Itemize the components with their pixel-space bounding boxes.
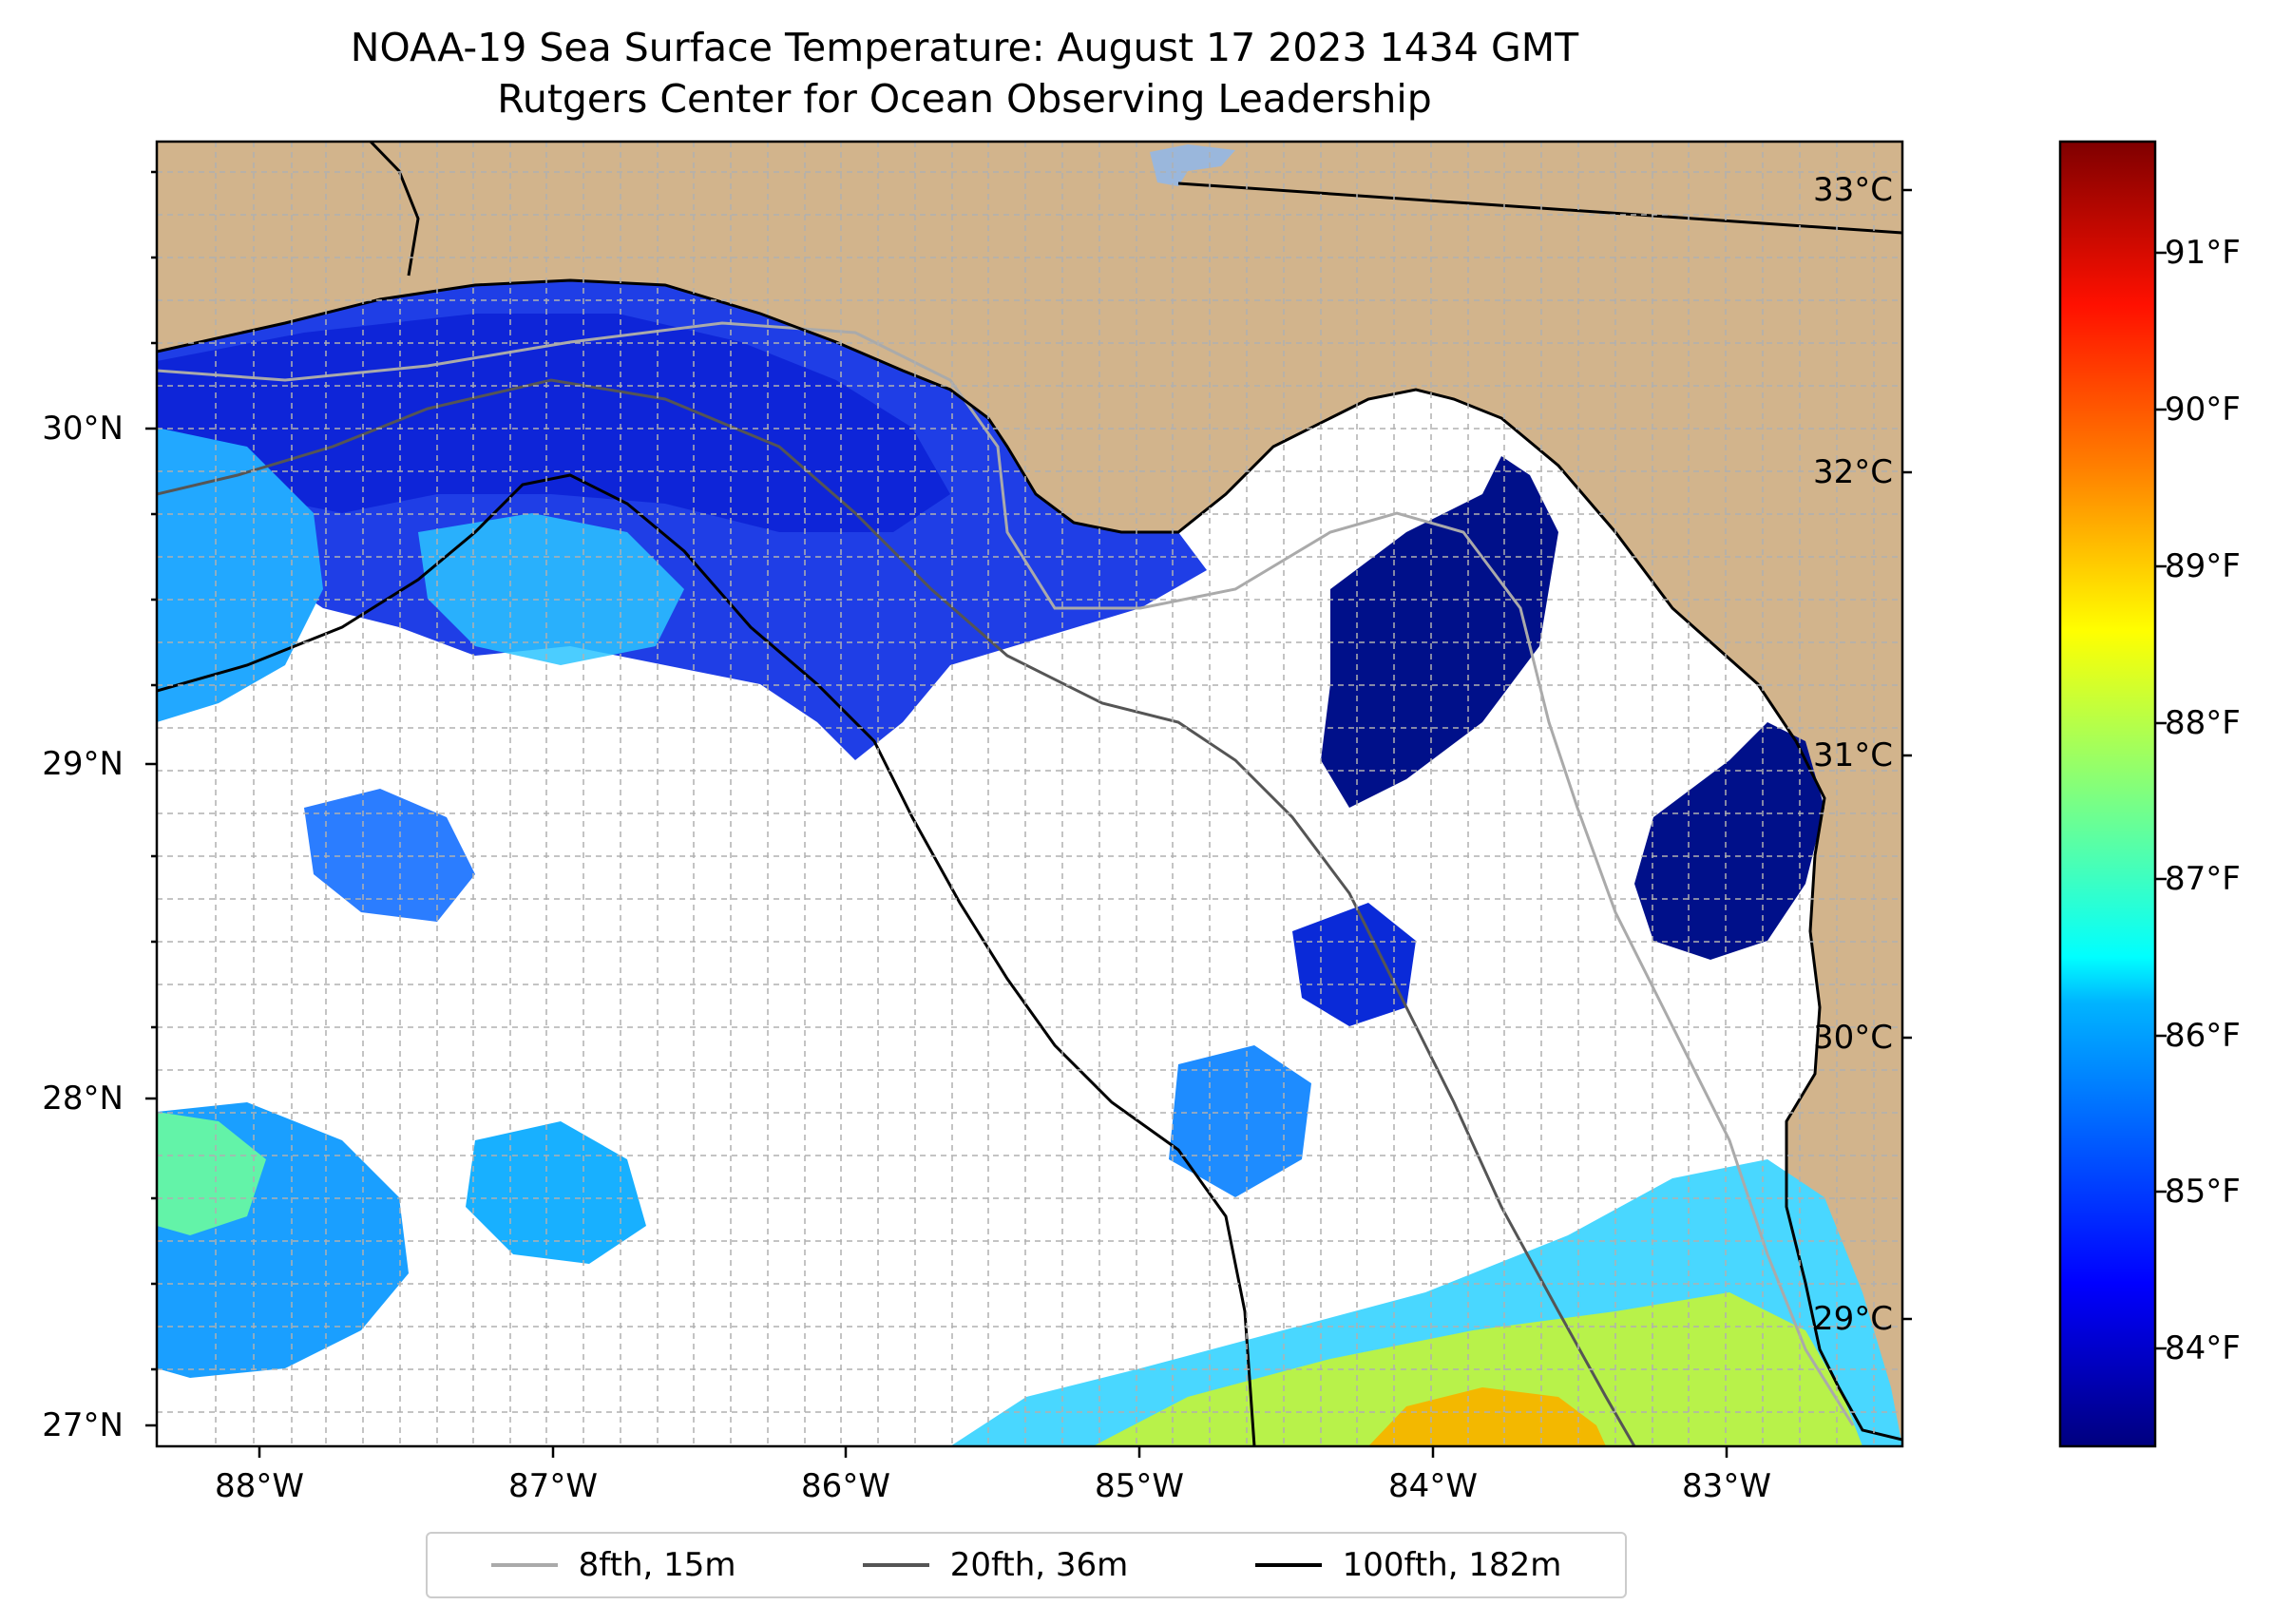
state-border — [1177, 182, 1902, 235]
sst-hot-spot-south — [1368, 1387, 1606, 1446]
isobath-8fth — [157, 321, 1855, 1426]
grid-lines — [157, 142, 1902, 1446]
sst-inner-band — [157, 314, 950, 532]
coastline — [157, 278, 1902, 1442]
cb-celsius-30: 30°C — [1812, 1019, 1893, 1057]
colorbar-ticks — [2155, 251, 2167, 1350]
legend-item-100fth: 100fth, 182m — [1254, 1546, 1562, 1584]
isobath-legend: 8fth, 15m 20fth, 36m 100fth, 182m — [426, 1532, 1627, 1598]
cb-celsius-32: 32°C — [1812, 453, 1893, 491]
lat-label-30n: 30°N — [42, 410, 124, 448]
lon-label-83w: 83°W — [1682, 1467, 1771, 1505]
lon-label-86w: 86°W — [801, 1467, 890, 1505]
state-border-west — [369, 142, 420, 277]
legend-item-8fth: 8fth, 15m — [490, 1546, 736, 1584]
cb-fahrenheit-88: 88°F — [2165, 704, 2241, 742]
cb-celsius-33: 33°C — [1812, 171, 1893, 209]
legend-label-100fth: 100fth, 182m — [1342, 1546, 1562, 1584]
sst-patch-tampa — [1292, 903, 1416, 1026]
cb-celsius-31: 31°C — [1812, 736, 1893, 774]
legend-label-8fth: 8fth, 15m — [578, 1546, 736, 1584]
cb-fahrenheit-91: 91°F — [2165, 234, 2241, 272]
lon-label-88w: 88°W — [215, 1467, 304, 1505]
legend-item-20fth: 20fth, 36m — [862, 1546, 1129, 1584]
sst-dark-patch-east — [1321, 456, 1558, 808]
lat-label-27n: 27°N — [42, 1406, 124, 1444]
legend-swatch-20fth — [862, 1563, 929, 1567]
lat-label-29n: 29°N — [42, 745, 124, 783]
axis-ticks — [145, 170, 1912, 1458]
legend-swatch-8fth — [490, 1563, 558, 1567]
legend-label-20fth: 20fth, 36m — [949, 1546, 1129, 1584]
map-subtitle: Rutgers Center for Ocean Observing Leade… — [497, 76, 1432, 122]
sst-cyan-patch-central — [418, 513, 684, 665]
map-title: NOAA-19 Sea Surface Temperature: August … — [350, 25, 1579, 70]
cb-fahrenheit-87: 87°F — [2165, 860, 2241, 898]
lon-label-85w: 85°W — [1095, 1467, 1184, 1505]
colorbar — [2058, 140, 2157, 1448]
cb-fahrenheit-90: 90°F — [2165, 391, 2241, 429]
cb-fahrenheit-84: 84°F — [2165, 1329, 2241, 1367]
map-frame — [155, 140, 1904, 1448]
land-area — [157, 142, 1902, 1440]
sst-patch-mid — [304, 789, 475, 922]
legend-swatch-100fth — [1254, 1563, 1322, 1567]
lon-label-87w: 87°W — [508, 1467, 598, 1505]
lon-label-84w: 84°W — [1388, 1467, 1478, 1505]
cb-celsius-29: 29°C — [1812, 1300, 1893, 1338]
lat-label-28n: 28°N — [42, 1079, 124, 1118]
isobath-20fth — [157, 378, 1636, 1446]
sst-cyan-patch-west — [157, 428, 323, 722]
cb-fahrenheit-86: 86°F — [2165, 1017, 2241, 1055]
sst-dark-patch-bigbend — [1634, 722, 1824, 960]
sst-green-patch-west — [157, 1112, 266, 1235]
sst-patch-east-south — [1169, 1045, 1311, 1197]
cb-fahrenheit-85: 85°F — [2165, 1173, 2241, 1211]
cb-fahrenheit-89: 89°F — [2165, 547, 2241, 585]
lake — [1150, 144, 1235, 186]
